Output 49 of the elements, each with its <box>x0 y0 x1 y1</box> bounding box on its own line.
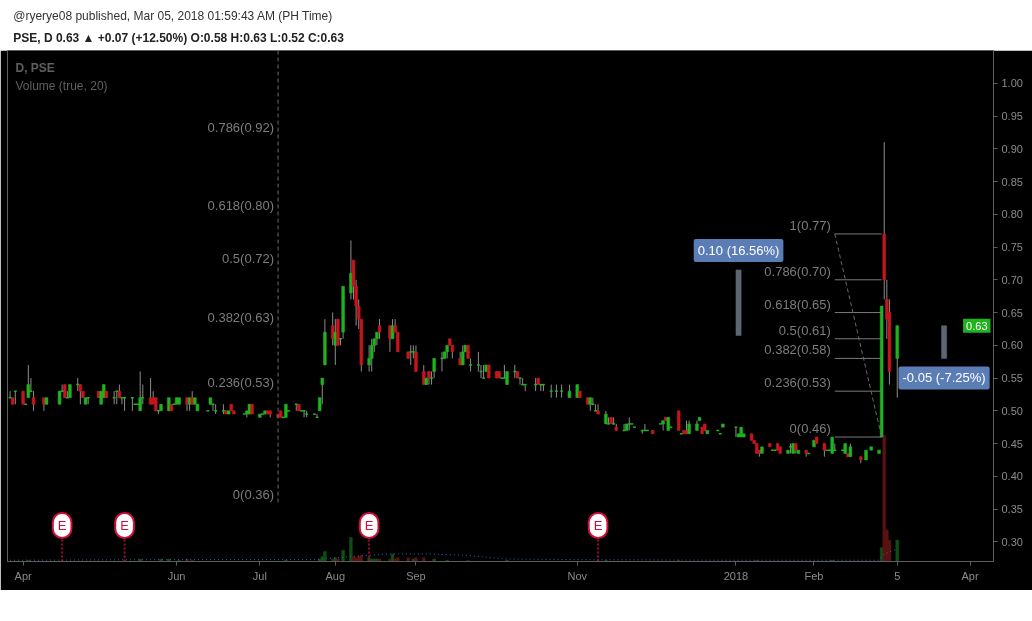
x-tick-label: Nov <box>567 569 588 582</box>
annotation: 0(0.46) <box>789 421 831 437</box>
y-tick-label: 0.75 <box>1001 241 1023 254</box>
y-tick-label: 0.35 <box>1001 503 1023 516</box>
annotation: E <box>57 518 67 533</box>
x-tick-label: Aug <box>325 569 346 582</box>
annotation: 0.236(0.53) <box>207 375 275 391</box>
y-tick-label: 0.45 <box>1001 437 1023 450</box>
chart-title: @ryerye08 published, Mar 05, 2018 01:59:43 AM (PH Time) <box>13 8 333 23</box>
annotation: 0.5(0.61) <box>778 322 831 338</box>
annotation: 0.618(0.80) <box>207 198 275 214</box>
annotation: E <box>593 518 603 533</box>
annotation: 0.5(0.72) <box>222 250 275 266</box>
y-tick-label: 0.50 <box>1001 404 1023 417</box>
x-tick-label: Apr <box>961 569 979 582</box>
annotation: E <box>120 518 130 533</box>
annotation: 0(0.36) <box>232 486 275 502</box>
y-tick-label: 0.95 <box>1001 110 1023 123</box>
y-tick-label: 0.60 <box>1001 339 1023 352</box>
annotation: 0.63 <box>966 319 988 332</box>
y-tick-label: 0.65 <box>1001 306 1023 319</box>
data-label: -0.05 (-7.25%) <box>902 370 986 386</box>
chart-subtitle: PSE, D 0.63 ▲ +0.07 (+12.50%) O:0.58 H:0.63 L:0.52 C:0.63 <box>13 30 345 45</box>
x-tick-label: 5 <box>894 569 901 582</box>
annotation: 0.382(0.63) <box>207 309 275 325</box>
y-tick-label: 0.30 <box>1001 535 1023 548</box>
annotation: 1(0.77) <box>789 217 831 233</box>
y-tick-label: 0.70 <box>1001 273 1023 286</box>
data-label: 0.10 (16.56%) <box>697 242 780 258</box>
y-tick-label: 0.90 <box>1001 142 1023 155</box>
x-tick-label: Sep <box>406 569 426 582</box>
y-tick-label: 1.00 <box>1001 77 1023 90</box>
annotation: 0.786(0.92) <box>207 119 275 135</box>
y-tick-label: 0.40 <box>1001 470 1023 483</box>
y-tick-label: 0.80 <box>1001 208 1023 221</box>
annotation: 0.786(0.70) <box>764 263 831 279</box>
x-tick-label: Apr <box>14 569 33 582</box>
annotation: 0.618(0.65) <box>764 296 831 312</box>
annotation: 0.382(0.58) <box>764 342 831 358</box>
x-tick-label: Jun <box>167 569 186 582</box>
x-tick-label: Jul <box>252 569 267 582</box>
x-tick-label: 2018 <box>723 569 749 582</box>
annotation: D, PSE <box>15 60 55 75</box>
annotation: E <box>364 518 374 533</box>
chart-title: Volume (true, 20) <box>15 78 108 93</box>
x-tick-label: Feb <box>804 569 824 582</box>
y-tick-label: 0.85 <box>1001 175 1023 188</box>
y-tick-label: 0.55 <box>1001 372 1023 385</box>
annotation: 0.236(0.53) <box>764 375 831 391</box>
